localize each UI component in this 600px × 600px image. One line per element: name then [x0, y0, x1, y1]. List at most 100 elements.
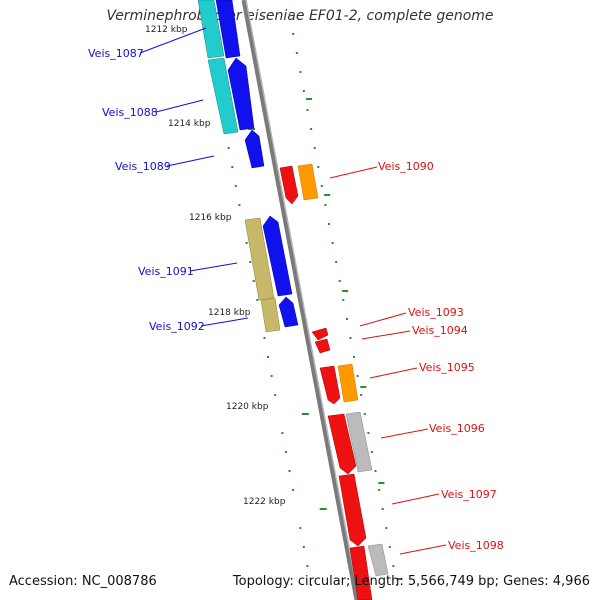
tick-label: 1220 kbp — [226, 402, 269, 412]
leader-veis-1089 — [166, 155, 215, 167]
leader-veis-1094 — [361, 330, 411, 340]
minor-tick-mark — [245, 242, 248, 244]
minor-tick-mark — [363, 413, 366, 415]
tick-label: 1214 kbp — [168, 119, 211, 129]
tick-label: 1218 kbp — [208, 308, 251, 318]
minor-tick-mark — [331, 242, 334, 244]
minor-tick-mark — [263, 337, 266, 339]
minor-tick-mark — [353, 356, 355, 358]
gene-label-veis-1093[interactable]: Veis_1093 — [408, 306, 464, 319]
minor-tick-mark — [288, 14, 291, 16]
gene-veis-1087-blue[interactable] — [215, 0, 241, 59]
gene-veis-1090-red[interactable] — [279, 165, 299, 205]
gene-veis-1095-orange[interactable] — [337, 363, 359, 403]
gene-label-veis-1095[interactable]: Veis_1095 — [419, 361, 475, 374]
tick-label: 1212 kbp — [145, 25, 188, 35]
gene-veis-1089[interactable] — [244, 129, 265, 169]
gene-label-veis-1097[interactable]: Veis_1097 — [441, 488, 497, 501]
minor-tick-mark — [234, 185, 237, 187]
minor-tick-mark — [299, 71, 302, 73]
gene-veis-1096-grey[interactable] — [345, 411, 373, 473]
minor-tick-mark — [299, 527, 302, 529]
minor-tick-mark — [385, 527, 388, 529]
major-tick-mark — [301, 413, 309, 415]
minor-tick-mark — [231, 166, 234, 168]
leader-veis-1096 — [380, 428, 429, 439]
minor-tick-mark — [356, 375, 359, 377]
gene-label-veis-1091[interactable]: Veis_1091 — [138, 265, 194, 278]
major-tick-mark — [396, 578, 403, 580]
major-tick-mark — [306, 98, 313, 100]
gene-veis-1093[interactable] — [311, 327, 329, 341]
minor-tick-mark — [292, 489, 295, 491]
gene-veis-1094[interactable] — [314, 338, 331, 354]
minor-tick-mark — [292, 33, 295, 35]
minor-tick-mark — [320, 185, 323, 187]
leader-veis-1087 — [139, 27, 207, 54]
gene-veis-1091-blue[interactable] — [262, 215, 293, 297]
genome-backbone — [241, 0, 360, 600]
leader-veis-1092 — [200, 317, 249, 327]
label-leaders — [139, 27, 447, 555]
gene-veis-1088-blue[interactable] — [227, 57, 255, 131]
major-tick-mark — [319, 508, 327, 510]
leader-veis-1095 — [369, 367, 418, 379]
minor-tick-mark — [249, 261, 252, 263]
leader-veis-1090 — [329, 166, 378, 179]
minor-tick-mark — [302, 546, 305, 548]
minor-tick-mark — [270, 375, 273, 377]
left-strand-genes — [197, 0, 299, 333]
gene-veis-1087-cyan[interactable] — [197, 0, 225, 59]
minor-tick-mark — [302, 90, 305, 92]
minor-tick-mark — [349, 337, 352, 339]
gene-label-veis-1087[interactable]: Veis_1087 — [88, 47, 144, 60]
gene-label-veis-1089[interactable]: Veis_1089 — [115, 160, 171, 173]
gene-veis-1098-grey[interactable] — [367, 543, 389, 577]
minor-tick-mark — [360, 394, 363, 396]
gene-veis-1090-orange[interactable] — [297, 163, 319, 201]
gene-veis-1098-red[interactable] — [349, 545, 373, 600]
minor-tick-mark — [381, 508, 384, 510]
tick-label: 1216 kbp — [189, 213, 232, 223]
leader-veis-1098 — [399, 544, 447, 555]
minor-tick-mark — [274, 394, 277, 396]
gene-veis-1092-blue[interactable] — [278, 296, 299, 328]
minor-tick-mark — [252, 280, 255, 282]
minor-tick-mark — [295, 52, 298, 54]
genome-backbone-highlight — [245, 0, 360, 600]
gene-label-veis-1098[interactable]: Veis_1098 — [448, 539, 504, 552]
gene-veis-1092-olive[interactable] — [260, 297, 281, 333]
minor-tick-mark — [306, 109, 309, 111]
gene-veis-1096-red[interactable] — [327, 413, 357, 475]
minor-tick-mark — [310, 128, 313, 130]
tick-labels: 1212 kbp 1214 kbp 1216 kbp 1218 kbp 1220… — [145, 25, 286, 507]
minor-tick-mark — [227, 147, 230, 149]
gene-label-veis-1090[interactable]: Veis_1090 — [378, 160, 434, 173]
gene-label-veis-1096[interactable]: Veis_1096 — [429, 422, 485, 435]
gene-label-veis-1088[interactable]: Veis_1088 — [102, 106, 158, 119]
major-tick-mark — [342, 290, 349, 292]
minor-tick-mark — [256, 299, 259, 301]
gene-veis-1095-red[interactable] — [319, 365, 341, 405]
gene-label-veis-1092[interactable]: Veis_1092 — [149, 320, 205, 333]
accession-text: Accession: NC_008786 — [9, 574, 157, 589]
minor-tick-mark — [306, 565, 309, 567]
major-tick-mark — [378, 482, 385, 484]
minor-tick-mark — [345, 318, 348, 320]
minor-tick-mark — [328, 223, 330, 225]
gene-veis-1097[interactable] — [338, 473, 367, 547]
minor-tick-mark — [238, 204, 241, 206]
minor-tick-mark — [267, 356, 269, 358]
gene-veis-1088-cyan[interactable] — [207, 57, 239, 135]
minor-tick-mark — [281, 432, 284, 434]
minor-tick-mark — [396, 584, 398, 586]
minor-tick-mark — [388, 546, 391, 548]
right-strand-genes — [279, 163, 389, 600]
gene-label-veis-1094[interactable]: Veis_1094 — [412, 324, 468, 337]
minor-tick-mark — [284, 451, 287, 453]
minor-tick-mark — [324, 204, 327, 206]
major-tick-mark — [360, 386, 367, 388]
leader-veis-1091 — [189, 262, 238, 272]
minor-tick-mark — [288, 470, 291, 472]
